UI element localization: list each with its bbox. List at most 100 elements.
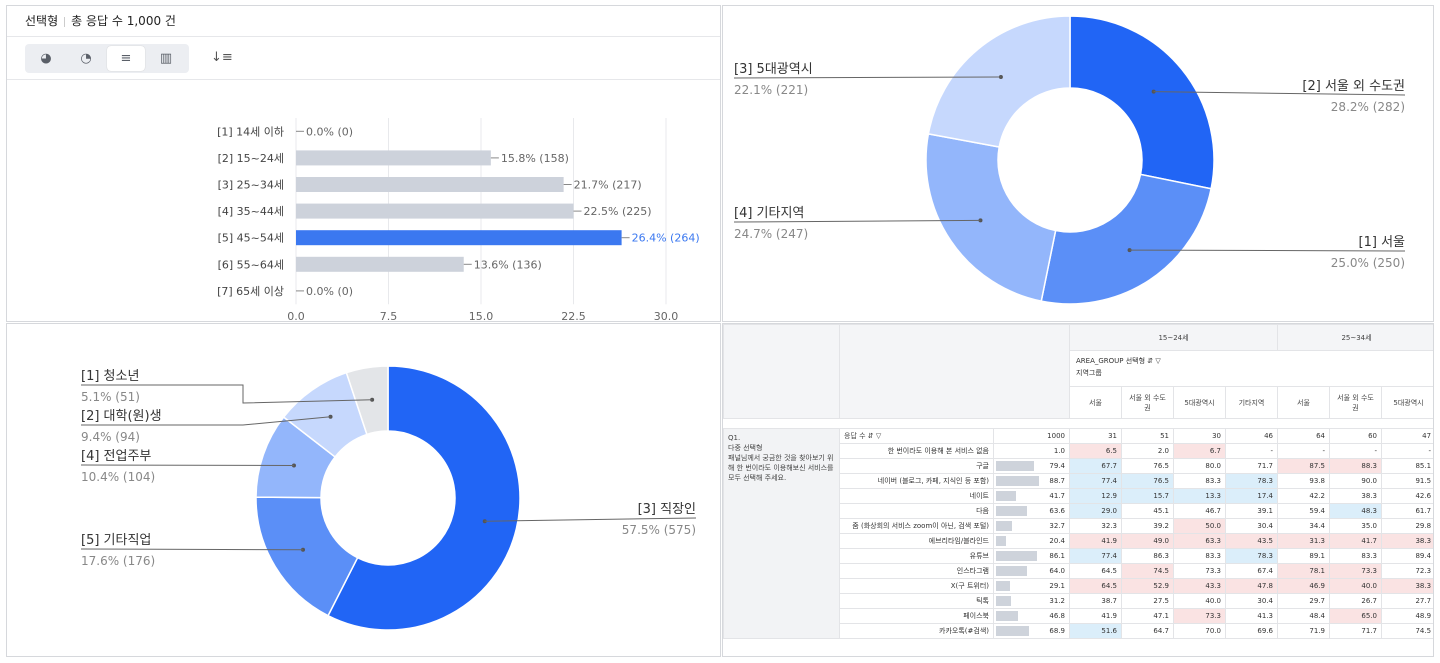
leader-line [80, 548, 304, 551]
value-cell: 74.5 [1380, 623, 1433, 639]
value-cell: 27.5 [1121, 593, 1174, 609]
total-value: 88.7 [1049, 477, 1065, 485]
value-cell: 73.3 [1173, 563, 1226, 579]
value-cell: 87.5 [1277, 458, 1330, 474]
slice-marker [328, 414, 333, 419]
column-header: 서울 외 수도권 [1329, 386, 1382, 419]
slice-name: [2] 대학(원)생 [81, 409, 162, 424]
slice-name: [5] 기타직업 [81, 533, 151, 548]
total-bar [996, 581, 1010, 591]
value-cell: 83.3 [1329, 548, 1382, 564]
donut-slice [1069, 15, 1215, 190]
value-cell: 89.1 [1277, 548, 1330, 564]
donut-slice [927, 15, 1071, 148]
value-cell: 2.0 [1121, 443, 1174, 459]
value-cell: 17.4 [1225, 488, 1278, 504]
total-bar [996, 476, 1039, 486]
value-cell: 71.9 [1277, 623, 1330, 639]
table-row: 네이버 (블로그, 카페, 지식인 등 포함) 88.7 77.4 76.5 83.3 7… [724, 473, 1433, 489]
crosstab-table: 15~24세 25~34세 AREA_GROUP 선택형 ⇵ ▽ 지역그룹 서울 서울 외… [723, 324, 1434, 639]
value-cell: 30.4 [1225, 518, 1278, 534]
slice-name: [3] 5대광역시 [734, 62, 813, 77]
crosstab-corner [723, 324, 840, 419]
occupation-donut-chart: [3] 직장인 57.5% (575) [5] 기타직업 17.6% (176) [4]… [80, 365, 697, 631]
table-row: 카카오톡(#검색) 68.9 51.6 64.7 70.0 69.6 71.9 71.7 74.… [724, 623, 1433, 639]
value-cell: 43.3 [1173, 578, 1226, 594]
bar [296, 150, 491, 166]
horizontal-bar-chart-icon: ≡ [120, 51, 132, 66]
value-cell: 76.5 [1121, 458, 1174, 474]
value-cell: 40.0 [1329, 578, 1382, 594]
total-value: 41.7 [1049, 492, 1065, 500]
total-cell: 88.7 [993, 473, 1070, 489]
value-cell: 26.7 [1329, 593, 1382, 609]
value-cell: - [1380, 443, 1433, 459]
leader-line [1153, 91, 1406, 96]
value-cell: 30.4 [1225, 593, 1278, 609]
total-cell: 29.1 [993, 578, 1070, 594]
bar-chart: 0.0 7.5 15.0 22.5 30.0 [1] 14세 이하 0.0% (0) [2] … [217, 118, 700, 322]
value-cell: 6.5 [1069, 443, 1122, 459]
question-id: Q1. [728, 434, 741, 442]
total-bar [996, 566, 1027, 576]
value-cell: 32.3 [1069, 518, 1122, 534]
total-cell: 68.9 [993, 623, 1070, 639]
vertical-bar-chart-button[interactable]: ▥ [147, 46, 185, 71]
value-cell: 48.3 [1329, 503, 1382, 519]
value-cell: 51.6 [1069, 623, 1122, 639]
row-label: 틱톡 [839, 593, 994, 609]
value-cell: 38.3 [1380, 533, 1433, 549]
value-cell: 41.7 [1329, 533, 1382, 549]
value-cell: 86.3 [1121, 548, 1174, 564]
value-cell: 15.7 [1121, 488, 1174, 504]
spacer [724, 419, 1434, 429]
slice-value: 9.4% (94) [81, 430, 140, 444]
value-cell: 60 [1329, 428, 1382, 444]
sort-button[interactable]: ↓≡ [211, 50, 233, 65]
total-bar [996, 596, 1011, 606]
total-value: 79.4 [1049, 462, 1065, 470]
total-bar [996, 461, 1035, 471]
leader-line [1129, 249, 1406, 252]
donut-chart-button[interactable]: ◔ [67, 46, 105, 71]
pie-chart-button[interactable]: ◕ [27, 46, 65, 71]
slice-value: 24.7% (247) [734, 227, 808, 241]
slice-name: [1] 청소년 [81, 369, 139, 384]
value-cell: 40.0 [1173, 593, 1226, 609]
question-type-label: 선택형 [25, 14, 59, 28]
value-cell: 38.3 [1329, 488, 1382, 504]
x-tick-label: 7.5 [380, 310, 398, 322]
leader-line [733, 76, 1001, 79]
value-cell: 50.0 [1173, 518, 1226, 534]
value-cell: - [1277, 443, 1330, 459]
category-label: [2] 15~24세 [218, 152, 284, 165]
filter-subtitle: 지역그룹 [1076, 369, 1102, 377]
value-label: 15.8% (158) [501, 152, 569, 165]
total-value: 31.2 [1049, 597, 1065, 605]
category-label: [3] 25~34세 [218, 179, 284, 192]
slice-name: [4] 기타지역 [734, 206, 804, 221]
total-value: 68.9 [1049, 627, 1065, 635]
value-cell: 64.5 [1069, 563, 1122, 579]
value-cell: 45.1 [1121, 503, 1174, 519]
value-cell: 76.5 [1121, 473, 1174, 489]
value-cell: 42.2 [1277, 488, 1330, 504]
category-label: [5] 45~54세 [218, 232, 284, 245]
value-cell: 31 [1069, 428, 1122, 444]
horizontal-bar-chart-button[interactable]: ≡ [107, 46, 145, 71]
slice-name: [2] 서울 외 수도권 [1302, 79, 1405, 94]
row-label: 유튜브 [839, 548, 994, 564]
slice-marker [370, 397, 375, 402]
value-cell: 64.5 [1069, 578, 1122, 594]
value-cell: 78.3 [1225, 548, 1278, 564]
row-label: 구글 [839, 458, 994, 474]
total-cell: 20.4 [993, 533, 1070, 549]
value-cell: 83.3 [1173, 473, 1226, 489]
total-cell: 1.0 [993, 443, 1070, 459]
age-group-header: 15~24세 [1069, 324, 1278, 351]
table-row: 인스타그램 64.0 64.5 74.5 73.3 67.4 78.1 73.3 72.3 [724, 563, 1433, 579]
value-cell: 6.7 [1173, 443, 1226, 459]
value-cell: 78.1 [1277, 563, 1330, 579]
total-cell: 1000 [993, 428, 1070, 444]
filter-title[interactable]: AREA_GROUP 선택형 ⇵ ▽ [1076, 357, 1161, 365]
